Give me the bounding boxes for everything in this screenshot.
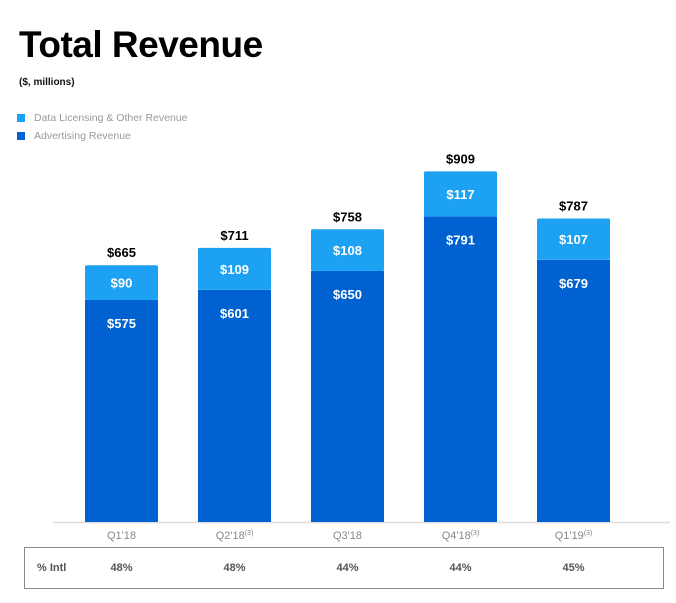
x-tick-label: Q1'19(3) (555, 530, 593, 542)
data-label-total: $787 (559, 198, 588, 213)
legend-item-advertising: Advertising Revenue (17, 127, 188, 145)
legend-swatch-data-licensing (17, 114, 25, 122)
bar-advertising (424, 216, 497, 522)
data-label-data-licensing: $90 (111, 276, 133, 291)
intl-table-value: 48% (223, 562, 246, 574)
bar-data-licensing (85, 265, 158, 300)
x-tick-label: Q2'18(3) (216, 530, 254, 542)
x-tick-label: Q1'18 (107, 530, 136, 542)
data-label-advertising: $791 (446, 233, 475, 248)
legend-label: Data Licensing & Other Revenue (34, 112, 188, 124)
data-label-advertising: $679 (559, 276, 588, 291)
intl-table-label: % Intl (37, 562, 67, 574)
legend-swatch-advertising (17, 132, 25, 140)
x-tick-label: Q3'18 (333, 530, 362, 542)
data-label-total: $665 (107, 245, 136, 260)
chart-subtitle: ($, millions) (19, 77, 75, 88)
data-label-data-licensing: $107 (559, 232, 588, 247)
intl-table: % Intl 48% 48% 44% 44% 45% (24, 547, 664, 589)
bar-data-licensing (537, 218, 610, 260)
bar-advertising (311, 271, 384, 522)
chart-title: Total Revenue (19, 24, 263, 65)
x-tick-label: Q4'18(3) (442, 530, 480, 542)
bar-advertising (85, 299, 158, 522)
data-label-total: $909 (446, 151, 475, 166)
data-label-total: $711 (220, 228, 248, 243)
footnote-marker: (3) (245, 530, 254, 537)
intl-table-value: 48% (110, 562, 133, 574)
intl-table-value: 45% (562, 562, 585, 574)
legend: Data Licensing & Other Revenue Advertisi… (17, 109, 188, 145)
intl-table-value: 44% (449, 562, 472, 574)
data-label-data-licensing: $109 (220, 262, 249, 277)
data-label-data-licensing: $117 (446, 187, 474, 202)
data-label-advertising: $601 (220, 306, 249, 321)
intl-table-value: 44% (336, 562, 359, 574)
data-label-total: $758 (333, 209, 362, 224)
bar-data-licensing (198, 247, 271, 290)
footnote-marker: (3) (584, 530, 593, 537)
bar-advertising (198, 289, 271, 522)
data-label-advertising: $575 (107, 316, 136, 331)
data-label-advertising: $650 (333, 287, 362, 302)
bar-data-licensing (424, 171, 497, 217)
legend-label: Advertising Revenue (34, 130, 131, 142)
bar-advertising (537, 259, 610, 522)
legend-item-data-licensing: Data Licensing & Other Revenue (17, 109, 188, 127)
stacked-bar-chart: $90 $575 $665 Q1'18 $109 $601 $711 Q2'18(3) $108… (53, 151, 670, 542)
data-label-data-licensing: $108 (333, 243, 362, 258)
footnote-marker: (3) (471, 530, 480, 537)
bar-data-licensing (311, 229, 384, 272)
